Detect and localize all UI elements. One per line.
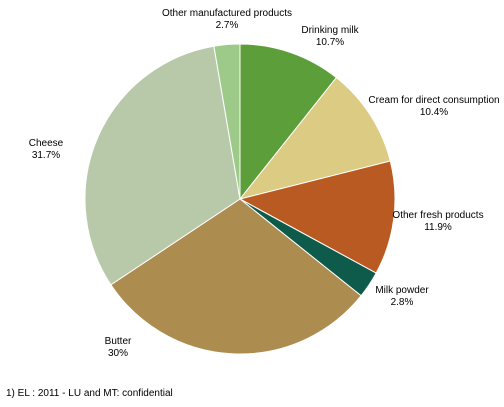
slice-label: Drinking milk xyxy=(301,25,359,36)
slice-label: Other fresh products xyxy=(392,210,483,221)
slice-value-label: 2.7% xyxy=(216,20,239,31)
slice-label: Milk powder xyxy=(375,285,429,296)
pie-slice-cheese xyxy=(84,45,241,286)
slice-value-label: 11.9% xyxy=(424,222,452,233)
slice-value-label: 31.7% xyxy=(32,150,60,161)
slice-label: Butter xyxy=(105,336,132,347)
slice-value-label: 10.7% xyxy=(316,37,344,48)
pie-slice-other-fresh-products xyxy=(238,160,396,274)
pie-slice-drinking-milk xyxy=(239,43,338,201)
slice-label: Cream for direct consumption xyxy=(368,95,499,106)
slice-value-label: 2.8% xyxy=(391,297,414,308)
pie-slice-butter xyxy=(110,198,362,355)
footnote: 1) EL : 2011 - LU and MT: confidential xyxy=(6,388,173,399)
pie-slice-other-manufactured-products xyxy=(213,43,241,200)
slice-label: Other manufactured products xyxy=(162,8,292,19)
slice-value-label: 30% xyxy=(108,348,128,359)
slice-value-label: 10.4% xyxy=(420,107,448,118)
pie-slice-cream-for-direct-consumption xyxy=(238,76,391,200)
slice-label: Cheese xyxy=(29,138,64,149)
